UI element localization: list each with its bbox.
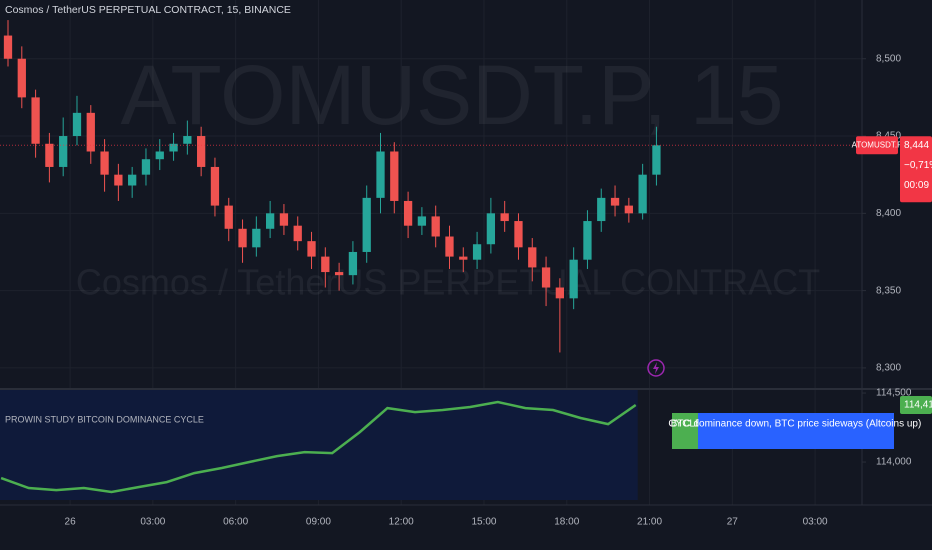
alert-bolt[interactable] [653,362,659,374]
candle-body [17,58,26,98]
indicator-pane-bg [0,390,638,500]
candle-body [348,251,358,276]
candle-body [486,213,496,245]
candle-body [610,197,620,206]
y-tick-label: 114,500 [876,388,912,399]
x-tick-label: 03:00 [140,517,165,528]
candle-body [31,97,40,144]
candle-body [514,221,523,248]
y-tick-label: 8,400 [876,208,901,219]
x-tick-label: 12:00 [389,517,414,528]
candle-body [307,241,316,257]
y-tick-label: 114,000 [876,457,912,468]
y-tick-label: 8,450 [876,131,901,142]
watermark-symbol: ATOMUSDT.P, 15 [121,48,784,142]
candle-body [334,272,344,276]
candle-body [183,136,192,144]
candle-body [169,143,178,152]
candle-body [362,197,371,252]
x-tick-label: 09:00 [306,517,331,528]
indicator-value-tag [900,396,932,415]
cycle-label-cell [672,413,698,449]
x-tick-label: 26 [65,517,77,528]
x-tick-label: 21:00 [637,517,662,528]
candle-body [500,213,509,222]
candle-body [238,228,247,248]
candle-body [224,205,233,229]
candle-body [265,213,275,229]
candle-body [252,228,261,248]
x-tick-label: 03:00 [803,517,828,528]
cycle-text: BTC dominance down, BTC price sideways (… [671,419,922,430]
cycle-label: CYCLE [668,419,702,430]
candle-body [445,236,454,257]
candle-body [541,267,551,288]
candle-body [293,225,302,242]
chart-header: Cosmos / TetherUS PERPETUAL CONTRACT, 15… [5,4,291,16]
x-tick-label: 27 [727,517,739,528]
candle-body [279,213,289,226]
indicator-line [0,400,637,494]
price-tag-countdown: 00:09 [904,180,929,191]
candle-body [128,174,137,186]
candle-body [638,174,647,214]
candle-body [141,159,151,175]
y-tick-label: 8,500 [876,53,901,64]
alert-icon[interactable] [647,359,665,377]
candle-body [459,256,468,260]
indicator-title: PROWIN STUDY BITCOIN DOMINANCE CYCLE [5,414,204,424]
x-tick-label: 18:00 [554,517,579,528]
candle-body [569,259,578,299]
candle-body [210,166,220,206]
candle-body [114,174,123,186]
candle-body [86,112,95,152]
cycle-text-cell [698,413,894,449]
candle-body [59,136,68,167]
candle-body [100,151,109,175]
indicator-value-label: 114,413 [904,400,932,411]
candle-body [390,151,399,201]
price-tag-change: −0,71% [904,160,932,171]
candle-body [321,256,330,273]
candle-body [376,151,385,198]
y-tick-label: 8,300 [876,363,901,374]
candle-body [3,35,13,59]
candle-body [528,247,537,268]
candle-body [431,216,440,237]
price-tag-value: 8,444 [904,140,929,151]
candle-body [45,143,54,167]
candle-body [555,287,564,299]
candle-body [597,197,606,222]
candle-body [72,112,82,137]
candle-body [403,200,413,226]
alert-circle[interactable] [647,359,665,377]
candle-body [624,205,633,214]
price-tag [900,136,932,203]
candle-body [417,216,427,226]
x-tick-label: 15:00 [471,517,496,528]
y-tick-label: 8,350 [876,285,901,296]
candle-body [583,221,592,260]
x-tick-label: 06:00 [223,517,248,528]
watermark-description: Cosmos / TetherUS PERPETUAL CONTRACT [76,262,820,303]
symbol-tag [856,136,898,155]
candle-body [472,244,482,260]
candle-body [652,145,661,175]
symbol-tag-text: ATOMUSDT.P [852,140,903,149]
candle-body [155,151,164,160]
candle-body [197,136,206,167]
